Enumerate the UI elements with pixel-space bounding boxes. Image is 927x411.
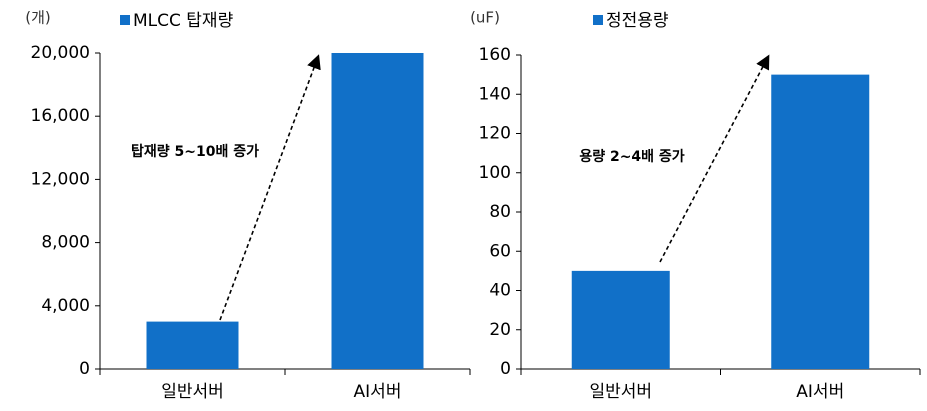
y-tick-label: 100 <box>479 163 511 183</box>
annotation: 용량 2~4배 증가 <box>579 149 684 165</box>
legend-label: MLCC 탑재량 <box>133 11 234 31</box>
y-tick-label: 12,000 <box>31 169 90 189</box>
bar <box>146 321 239 369</box>
y-unit: (개) <box>25 9 51 27</box>
y-tick-label: 20 <box>489 320 511 340</box>
y-unit: (uF) <box>470 9 500 27</box>
y-tick-label: 4,000 <box>41 296 90 316</box>
legend-label: 정전용량 <box>606 11 669 31</box>
x-tick-label: AI서버 <box>796 382 844 402</box>
x-tick-label: 일반서버 <box>589 382 652 402</box>
y-tick-label: 40 <box>489 281 511 301</box>
y-tick-label: 8,000 <box>41 233 90 253</box>
y-tick-label: 0 <box>500 359 511 379</box>
y-tick-label: 80 <box>489 202 511 222</box>
bar <box>571 270 670 369</box>
y-tick-label: 60 <box>489 241 511 261</box>
y-tick-label: 0 <box>79 359 90 379</box>
arrow <box>219 54 321 321</box>
legend-swatch <box>593 15 603 25</box>
y-tick-label: 16,000 <box>31 106 90 126</box>
arrow <box>659 54 770 263</box>
y-tick-label: 160 <box>479 45 511 65</box>
legend-swatch <box>120 15 130 25</box>
annotation: 탑재량 5~10배 증가 <box>131 144 259 160</box>
x-tick-label: AI서버 <box>354 382 402 402</box>
y-tick-label: 20,000 <box>31 43 90 63</box>
x-tick-label: 일반서버 <box>161 382 224 402</box>
bar <box>771 74 870 369</box>
bar <box>331 53 424 369</box>
y-tick-label: 140 <box>479 84 511 104</box>
y-tick-label: 120 <box>479 124 511 144</box>
